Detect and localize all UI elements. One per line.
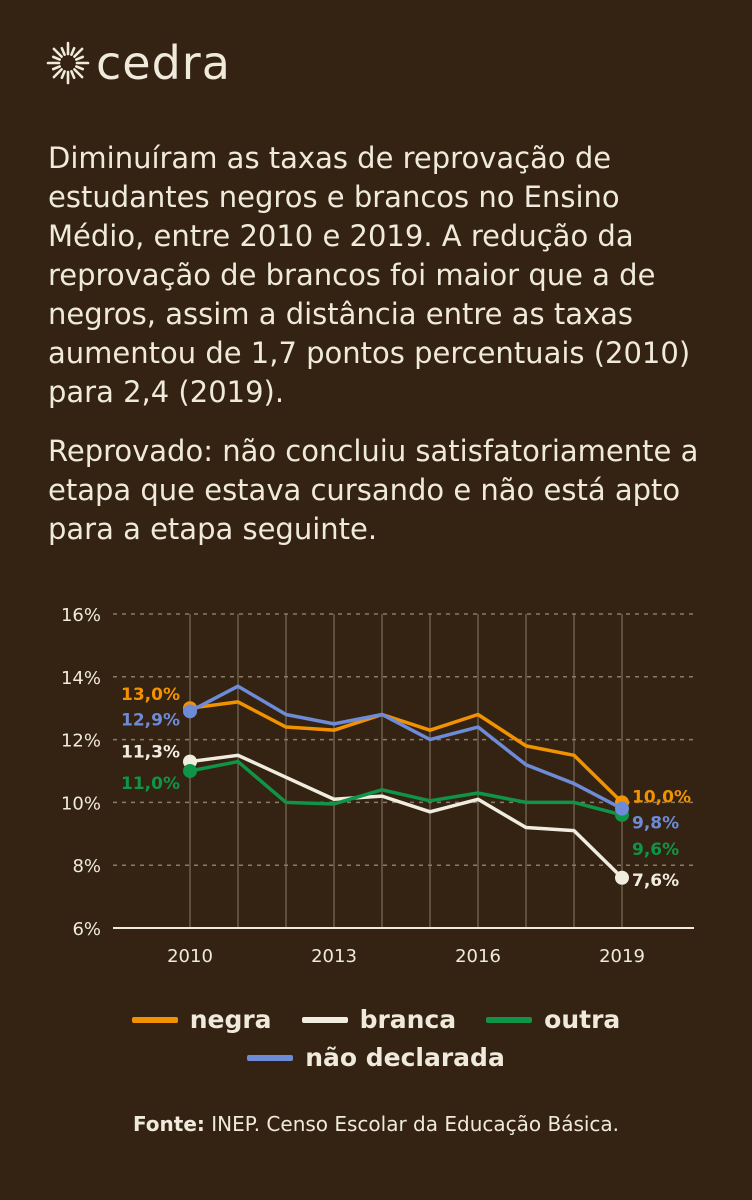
y-tick-label: 10% — [61, 793, 101, 814]
legend-label: branca — [359, 1005, 457, 1034]
series-não-declarada: 12,9% 9,8% — [121, 684, 679, 834]
source-label: Fonte: — [132, 1112, 205, 1136]
series-line — [189, 759, 623, 817]
start-value-label: 13,0% — [121, 685, 180, 705]
x-tick-label: 2019 — [599, 946, 645, 967]
legend-item-branca: branca — [301, 1005, 457, 1034]
end-point — [615, 870, 629, 885]
series-line — [189, 684, 623, 811]
source-text: INEP. Censo Escolar da Educação Básica. — [204, 1112, 620, 1136]
line-chart: 16% 14% 12% 10% 8% 6% 2010 2013 2016 2019 11,3% 7,6… — [61, 605, 694, 967]
series-line — [189, 700, 624, 804]
legend-item-nao-declarada: não declarada — [247, 1043, 505, 1072]
end-value-label: 10,0% — [632, 787, 691, 807]
y-tick-label: 6% — [72, 919, 101, 940]
end-value-label: 7,6% — [632, 871, 679, 891]
description-paragraph: Diminuíram as taxas de reprovação de est… — [48, 141, 691, 409]
start-value-label: 11,0% — [121, 774, 180, 794]
series-line — [189, 753, 624, 880]
x-tick-label: 2010 — [167, 946, 213, 967]
start-value-label: 11,3% — [121, 743, 180, 763]
sun-icon — [46, 41, 90, 85]
y-tick-label: 8% — [72, 856, 101, 877]
legend-label: não declarada — [305, 1043, 505, 1072]
legend-item-negra: negra — [131, 1005, 272, 1034]
start-value-label: 12,9% — [121, 710, 180, 730]
source-note: Fonte: INEP. Censo Escolar da Educação B… — [0, 1112, 752, 1136]
start-point — [183, 764, 197, 778]
end-value-label: 9,8% — [632, 814, 679, 834]
legend-label: outra — [544, 1005, 621, 1034]
legend-row-2: não declarada — [0, 1043, 752, 1072]
y-tick-label: 12% — [61, 731, 101, 752]
definition-paragraph: Reprovado: não concluiu satisfatoriament… — [48, 434, 699, 546]
legend-swatch — [486, 1016, 533, 1023]
y-tick-label: 14% — [61, 668, 101, 689]
legend-row-1: negra branca outra — [0, 1005, 752, 1034]
y-tick-label: 16% — [61, 605, 101, 626]
brand-logo: cedra — [46, 40, 231, 86]
end-point — [615, 801, 629, 816]
brand-name: cedra — [96, 36, 231, 90]
legend-swatch — [131, 1016, 178, 1023]
series-outra: 11,0% 9,6% — [121, 759, 679, 860]
x-tick-label: 2016 — [455, 946, 501, 967]
series-branca: 11,3% 7,6% — [121, 743, 679, 891]
x-tick-label: 2013 — [311, 946, 357, 967]
legend-item-outra: outra — [486, 1005, 620, 1034]
legend-swatch — [301, 1016, 348, 1023]
legend-label: negra — [189, 1005, 272, 1034]
end-value-label: 9,6% — [632, 840, 679, 860]
start-point — [183, 704, 197, 719]
legend-swatch — [247, 1054, 294, 1061]
